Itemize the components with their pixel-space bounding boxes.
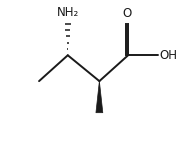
Text: O: O bbox=[123, 7, 132, 20]
Text: OH: OH bbox=[160, 49, 178, 62]
Text: NH₂: NH₂ bbox=[57, 6, 79, 19]
Polygon shape bbox=[96, 81, 103, 113]
